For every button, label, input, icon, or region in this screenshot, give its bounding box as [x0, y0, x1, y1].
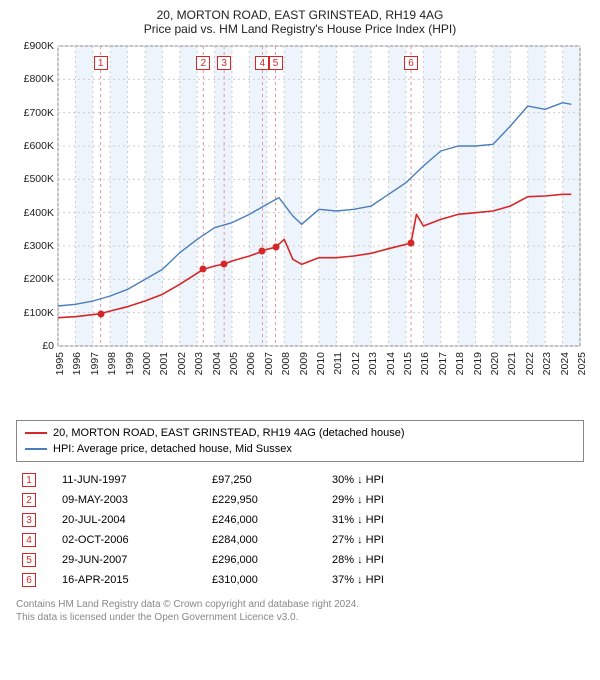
- y-tick-label: £100K: [16, 307, 54, 319]
- x-tick-label: 2002: [176, 352, 188, 375]
- sale-date: 29-JUN-2007: [56, 550, 206, 570]
- sale-date: 09-MAY-2003: [56, 490, 206, 510]
- x-tick-label: 2008: [280, 352, 292, 375]
- sale-dot-5: [272, 244, 279, 251]
- y-tick-label: £200K: [16, 273, 54, 285]
- footer-line-1: Contains HM Land Registry data © Crown c…: [16, 598, 584, 611]
- x-tick-label: 2013: [367, 352, 379, 375]
- table-row: 5 29-JUN-2007£296,00028% ↓ HPI: [16, 550, 584, 570]
- x-tick-label: 2012: [350, 352, 362, 375]
- sale-marker-1: 1: [94, 56, 108, 70]
- chart-title-block: 20, MORTON ROAD, EAST GRINSTEAD, RH19 4A…: [8, 8, 592, 36]
- x-tick-label: 2024: [559, 352, 571, 375]
- sale-delta: 31% ↓ HPI: [326, 510, 584, 530]
- table-row: 6 16-APR-2015£310,00037% ↓ HPI: [16, 570, 584, 590]
- x-tick-label: 2010: [315, 352, 327, 375]
- y-tick-label: £700K: [16, 107, 54, 119]
- sale-dot-3: [221, 261, 228, 268]
- sale-price: £284,000: [206, 530, 326, 550]
- sale-price: £229,950: [206, 490, 326, 510]
- sale-delta: 37% ↓ HPI: [326, 570, 584, 590]
- y-tick-label: £300K: [16, 240, 54, 252]
- x-tick-label: 2005: [228, 352, 240, 375]
- sale-delta: 27% ↓ HPI: [326, 530, 584, 550]
- x-tick-label: 2011: [332, 352, 344, 375]
- x-tick-label: 1998: [106, 352, 118, 375]
- sale-dot-4: [259, 248, 266, 255]
- legend-row: HPI: Average price, detached house, Mid …: [25, 441, 575, 457]
- sales-table: 1 11-JUN-1997£97,25030% ↓ HPI 2 09-MAY-2003…: [16, 470, 584, 590]
- x-tick-label: 2022: [524, 352, 536, 375]
- sale-marker-2: 2: [196, 56, 210, 70]
- legend-label: 20, MORTON ROAD, EAST GRINSTEAD, RH19 4A…: [53, 425, 405, 441]
- y-tick-label: £900K: [16, 40, 54, 52]
- footer-line-2: This data is licensed under the Open Gov…: [16, 611, 584, 624]
- table-row: 4 02-OCT-2006£284,00027% ↓ HPI: [16, 530, 584, 550]
- sale-date: 02-OCT-2006: [56, 530, 206, 550]
- x-tick-label: 1995: [54, 352, 66, 375]
- sale-marker-cell: 4: [22, 533, 36, 547]
- y-tick-label: £600K: [16, 140, 54, 152]
- x-tick-label: 1999: [124, 352, 136, 375]
- x-tick-label: 2020: [489, 352, 501, 375]
- x-tick-label: 2019: [472, 352, 484, 375]
- sale-marker-3: 3: [217, 56, 231, 70]
- legend: 20, MORTON ROAD, EAST GRINSTEAD, RH19 4A…: [16, 420, 584, 462]
- x-tick-label: 2003: [193, 352, 205, 375]
- sale-date: 16-APR-2015: [56, 570, 206, 590]
- legend-row: 20, MORTON ROAD, EAST GRINSTEAD, RH19 4A…: [25, 425, 575, 441]
- x-tick-label: 2018: [454, 352, 466, 375]
- sale-dot-2: [200, 266, 207, 273]
- table-row: 1 11-JUN-1997£97,25030% ↓ HPI: [16, 470, 584, 490]
- sale-date: 11-JUN-1997: [56, 470, 206, 490]
- x-tick-label: 2015: [402, 352, 414, 375]
- x-tick-label: 2014: [385, 352, 397, 375]
- sale-marker-cell: 1: [22, 473, 36, 487]
- footer-note: Contains HM Land Registry data © Crown c…: [16, 598, 584, 624]
- y-tick-label: £800K: [16, 73, 54, 85]
- x-tick-label: 2000: [141, 352, 153, 375]
- sale-price: £296,000: [206, 550, 326, 570]
- legend-swatch: [25, 448, 47, 450]
- x-tick-label: 1996: [71, 352, 83, 375]
- sale-marker-5: 5: [269, 56, 283, 70]
- title-line-2: Price paid vs. HM Land Registry's House …: [8, 22, 592, 36]
- y-tick-label: £400K: [16, 207, 54, 219]
- sale-marker-cell: 3: [22, 513, 36, 527]
- sale-dot-1: [97, 310, 104, 317]
- x-tick-label: 2021: [506, 352, 518, 375]
- y-tick-label: £0: [16, 340, 54, 352]
- x-tick-label: 2001: [158, 352, 170, 375]
- sale-price: £97,250: [206, 470, 326, 490]
- x-tick-label: 2023: [541, 352, 553, 375]
- x-tick-label: 2007: [263, 352, 275, 375]
- table-row: 3 20-JUL-2004£246,00031% ↓ HPI: [16, 510, 584, 530]
- sale-marker-4: 4: [255, 56, 269, 70]
- x-tick-label: 2016: [419, 352, 431, 375]
- sale-marker-cell: 5: [22, 553, 36, 567]
- sale-price: £310,000: [206, 570, 326, 590]
- legend-swatch: [25, 432, 47, 434]
- sale-price: £246,000: [206, 510, 326, 530]
- sale-delta: 28% ↓ HPI: [326, 550, 584, 570]
- sale-delta: 29% ↓ HPI: [326, 490, 584, 510]
- x-tick-label: 2006: [245, 352, 257, 375]
- legend-label: HPI: Average price, detached house, Mid …: [53, 441, 292, 457]
- x-tick-label: 1997: [89, 352, 101, 375]
- sale-marker-cell: 6: [22, 573, 36, 587]
- price-chart: £0 £100K £200K £300K £400K £500K £600K £700K £80…: [16, 42, 584, 412]
- sale-delta: 30% ↓ HPI: [326, 470, 584, 490]
- x-tick-label: 2004: [211, 352, 223, 375]
- sale-dot-6: [408, 239, 415, 246]
- sale-marker-6: 6: [404, 56, 418, 70]
- table-row: 2 09-MAY-2003£229,95029% ↓ HPI: [16, 490, 584, 510]
- x-tick-label: 2017: [437, 352, 449, 375]
- sale-marker-cell: 2: [22, 493, 36, 507]
- x-tick-label: 2025: [576, 352, 588, 375]
- title-line-1: 20, MORTON ROAD, EAST GRINSTEAD, RH19 4A…: [8, 8, 592, 22]
- sale-date: 20-JUL-2004: [56, 510, 206, 530]
- y-tick-label: £500K: [16, 173, 54, 185]
- x-tick-label: 2009: [298, 352, 310, 375]
